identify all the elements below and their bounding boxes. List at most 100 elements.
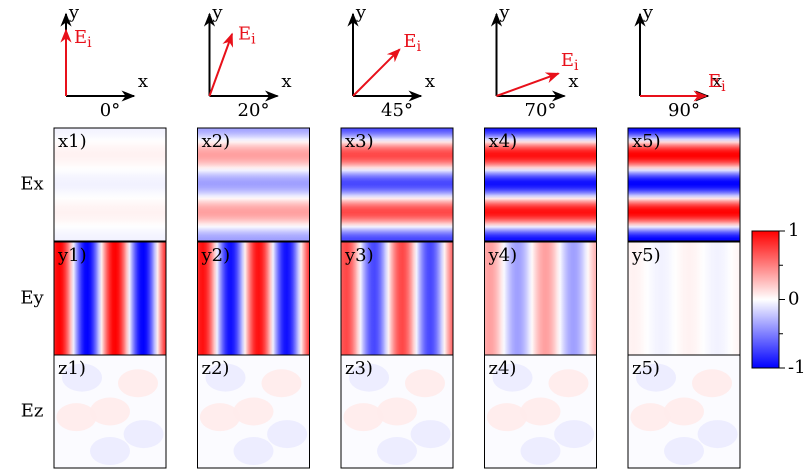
map-fill	[341, 128, 453, 241]
field-map: z1)	[53, 354, 167, 469]
field-symbol: E	[708, 71, 721, 92]
colorbar-tick-label: 0	[788, 289, 799, 310]
field-map: x1)	[53, 127, 167, 242]
panel-label: z4)	[489, 358, 517, 379]
map-blob	[548, 369, 589, 398]
panel-label: z1)	[58, 358, 86, 379]
field-arrow	[208, 32, 234, 97]
angle-label: 0°	[100, 100, 120, 121]
y-axis-label: y	[68, 2, 80, 23]
y-axis-label: y	[211, 2, 223, 23]
panel-label: z2)	[202, 358, 230, 379]
map-blob	[664, 397, 704, 426]
colorbar-tick-label: 1	[788, 220, 799, 241]
field-map: z3)	[340, 354, 454, 469]
panel-frame	[627, 127, 741, 242]
x-axis-label: x	[425, 71, 435, 92]
panel-frame	[340, 127, 454, 242]
map-fill	[197, 128, 310, 241]
panel-label: x1)	[58, 131, 87, 152]
field-label: Ei	[561, 50, 579, 74]
panel-frame	[197, 354, 310, 469]
map-blob	[492, 363, 533, 392]
map-blob	[267, 420, 308, 449]
map-blob	[90, 397, 130, 426]
y-axis-label: y	[642, 2, 654, 23]
y-axis-label: y	[498, 2, 510, 23]
panel-label: z3)	[345, 358, 373, 379]
map-fill	[54, 242, 166, 355]
field-symbol: E	[561, 50, 574, 71]
field-symbol: E	[403, 31, 416, 52]
map-blob	[205, 363, 246, 392]
row-label: Ex	[20, 174, 43, 195]
field-map: x5)	[627, 127, 741, 242]
map-blob	[664, 437, 704, 466]
field-subscript: i	[417, 39, 422, 55]
y-axis-label: y	[355, 2, 367, 23]
map-blob	[123, 420, 164, 449]
panel-label: x5)	[632, 131, 661, 152]
x-axis-label: x	[568, 71, 578, 92]
panel-frame	[53, 354, 167, 469]
map-blob	[90, 437, 130, 466]
field-map: x3)	[340, 127, 454, 242]
field-map: y3)	[340, 241, 454, 356]
map-blob	[377, 397, 417, 426]
map-blob	[343, 403, 384, 432]
colorbar	[751, 230, 780, 369]
field-map: z5)	[627, 354, 741, 469]
x-axis-label: x	[281, 71, 291, 92]
field-label: Ei	[403, 31, 421, 55]
map-blob	[56, 403, 97, 432]
angle-label: 90°	[668, 100, 700, 121]
map-blob	[62, 363, 102, 392]
map-blob	[233, 397, 274, 426]
map-blob	[405, 369, 445, 398]
field-arrow	[352, 48, 401, 97]
map-fill	[628, 128, 740, 241]
panel-label: y4)	[488, 245, 518, 266]
panel-frame	[484, 354, 597, 469]
map-blob	[520, 437, 561, 466]
field-map: y1)	[53, 241, 167, 356]
panel-label: y2)	[201, 245, 231, 266]
field-symbol: E	[238, 23, 251, 44]
field-map: x4)	[484, 127, 597, 242]
field-map: z2)	[197, 354, 310, 469]
field-label: Ei	[238, 23, 256, 47]
panel-label: y5)	[631, 245, 661, 266]
field-subscript: i	[574, 58, 579, 74]
map-blob	[377, 437, 417, 466]
map-blob	[261, 369, 302, 398]
colorbar-tick-label: -1	[788, 357, 806, 378]
field-subscript: i	[721, 79, 726, 95]
angle-label: 20°	[238, 100, 270, 121]
panel-frame	[340, 354, 454, 469]
map-blob	[636, 363, 676, 392]
map-blob	[233, 437, 274, 466]
field-map: z4)	[484, 354, 597, 469]
panel-label: z5)	[632, 358, 660, 379]
row-label: Ey	[20, 288, 44, 309]
map-fill	[54, 128, 166, 241]
panel-frame	[627, 354, 741, 469]
panel-label: y3)	[344, 245, 374, 266]
field-map: y5)	[627, 241, 741, 356]
panel-frame	[53, 127, 167, 242]
field-label: Ei	[708, 71, 726, 95]
map-fill	[484, 242, 597, 355]
map-blob	[118, 369, 158, 398]
field-map: y2)	[197, 241, 310, 356]
map-blob	[410, 420, 451, 449]
map-blob	[630, 403, 671, 432]
row-label: Ez	[21, 401, 44, 422]
map-blob	[199, 403, 240, 432]
map-fill	[484, 128, 597, 241]
map-blob	[554, 420, 595, 449]
field-subscript: i	[87, 35, 92, 51]
map-fill	[628, 242, 740, 355]
angle-label: 70°	[525, 100, 557, 121]
panel-label: x4)	[489, 131, 518, 152]
panel-frame	[197, 127, 310, 242]
